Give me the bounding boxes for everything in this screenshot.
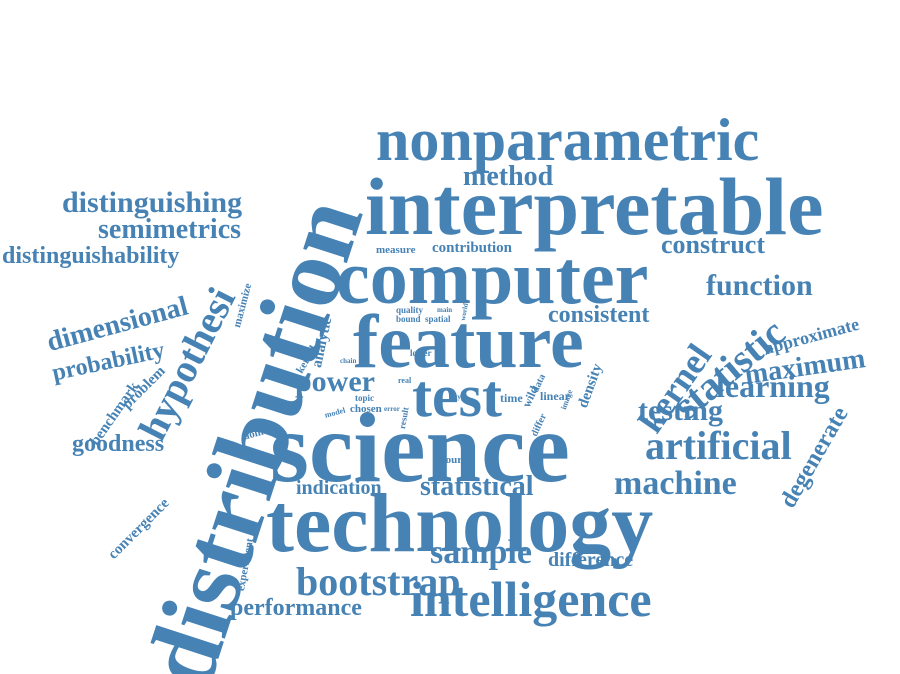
word-time: time <box>500 391 523 405</box>
word-semimetrics: semimetrics <box>98 214 242 245</box>
word-real: real <box>398 376 412 385</box>
word-function: function <box>706 269 813 302</box>
word-lower: lower <box>410 348 432 358</box>
word-goodness: goodness <box>72 431 165 457</box>
word-error: error <box>384 405 400 413</box>
word-type: type <box>455 393 468 401</box>
word-difference: difference <box>548 549 634 571</box>
word-construct: construct <box>661 230 765 259</box>
word-distinguishing: distinguishing <box>62 186 243 219</box>
word-distinguishability: distinguishability <box>2 243 180 269</box>
word-quality: quality <box>396 305 424 315</box>
word-spatial: spatial <box>425 314 451 324</box>
word-consistent: consistent <box>548 302 650 328</box>
word-performance: performance <box>230 595 362 621</box>
word-bound: bound <box>396 314 421 324</box>
word-main: main <box>437 306 453 314</box>
word-testing: testing <box>638 394 723 427</box>
word-chosen: chosen <box>350 403 382 415</box>
word-test: test <box>412 363 502 429</box>
word-fourier: fourier <box>442 454 475 466</box>
word-bootstrap: bootstrap <box>296 559 461 604</box>
word-science: science <box>270 392 570 503</box>
word-statistical: statistical <box>420 471 534 502</box>
word-feature: feature <box>353 300 584 384</box>
word-method: method <box>463 161 554 192</box>
word-machine: machine <box>614 465 737 502</box>
word-contribution: contribution <box>432 240 513 256</box>
word-chain: chain <box>340 357 357 365</box>
word-interpretable: interpretable <box>365 161 824 252</box>
word-measure: measure <box>376 244 416 256</box>
word-linear: linear <box>540 389 570 403</box>
word-indication: indication <box>296 477 382 499</box>
word-topic: topic <box>355 393 374 403</box>
word-power: power <box>295 365 375 398</box>
word-intelligence: intelligence <box>410 571 652 627</box>
word-sample: sample <box>430 534 532 571</box>
word-learning: learning <box>716 368 830 404</box>
word-technology: technology <box>266 477 654 570</box>
word-computer: computer <box>336 236 649 320</box>
word-artificial: artificial <box>645 423 792 468</box>
word-nonparametric: nonparametric <box>376 107 760 173</box>
